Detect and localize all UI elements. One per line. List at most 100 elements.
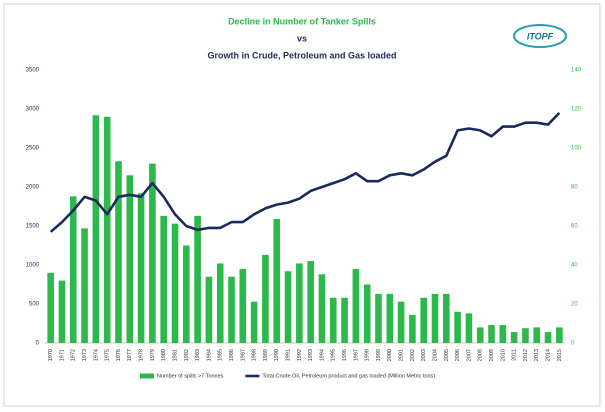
x-tick-label: 1975 bbox=[105, 349, 111, 361]
bar bbox=[273, 218, 281, 343]
bar bbox=[81, 228, 88, 343]
x-tick-label: 2015 bbox=[557, 349, 563, 361]
bar bbox=[160, 215, 167, 343]
x-tick-label: 1998 bbox=[365, 349, 371, 361]
y-tick-label: 3000 bbox=[26, 107, 40, 113]
bar bbox=[465, 313, 473, 343]
x-tick-label: 1989 bbox=[263, 349, 269, 361]
bar bbox=[92, 115, 100, 344]
x-tick-label: 2011 bbox=[512, 349, 518, 361]
x-tick-label: 1984 bbox=[206, 349, 212, 361]
y-tick-label: 500 bbox=[29, 302, 40, 308]
bar bbox=[307, 261, 314, 343]
bar bbox=[149, 163, 156, 343]
bar bbox=[510, 332, 518, 343]
x-tick-label: 2007 bbox=[466, 349, 472, 361]
x-tick-label: 1973 bbox=[82, 349, 88, 361]
bar bbox=[137, 193, 145, 343]
x-tick-label: 2004 bbox=[432, 349, 438, 361]
bar bbox=[544, 332, 552, 343]
bar bbox=[126, 175, 134, 343]
y2-tick-label: 60 bbox=[571, 224, 578, 230]
x-tick-label: 1986 bbox=[229, 349, 235, 361]
title-line: Decline in Number of Tanker Spills bbox=[228, 16, 376, 26]
x-tick-label: 1996 bbox=[342, 349, 348, 361]
bar bbox=[250, 301, 258, 343]
bar bbox=[47, 272, 54, 343]
x-tick-label: 1976 bbox=[116, 349, 122, 361]
x-tick-label: 1979 bbox=[150, 349, 156, 361]
bar bbox=[69, 196, 77, 343]
y-tick-label: 1000 bbox=[26, 263, 40, 269]
bar bbox=[443, 293, 450, 343]
bar bbox=[183, 245, 190, 343]
logo: ITOPF bbox=[513, 24, 567, 48]
x-tick-label: 1985 bbox=[218, 349, 224, 361]
x-tick-label: 1981 bbox=[172, 349, 178, 361]
x-tick-label: 2005 bbox=[444, 349, 450, 361]
bar bbox=[171, 223, 179, 343]
bar bbox=[397, 301, 405, 343]
bar bbox=[522, 328, 529, 343]
bar bbox=[262, 254, 269, 343]
bar bbox=[409, 314, 416, 343]
logo-text: ITOPF bbox=[527, 31, 554, 41]
x-tick-label: 1995 bbox=[331, 349, 337, 361]
bar bbox=[115, 161, 122, 343]
x-tick-label: 1994 bbox=[319, 349, 325, 361]
bar bbox=[205, 276, 213, 343]
bar bbox=[194, 215, 201, 343]
bar bbox=[533, 327, 541, 343]
bar bbox=[216, 263, 224, 343]
y2-tick-label: 80 bbox=[571, 185, 578, 191]
y-tick-label: 2500 bbox=[26, 146, 40, 152]
y2-tick-label: 140 bbox=[571, 68, 582, 74]
title-line: vs bbox=[297, 33, 307, 43]
x-tick-label: 1983 bbox=[195, 349, 201, 361]
y-tick-label: 1500 bbox=[26, 224, 40, 230]
x-tick-label: 1971 bbox=[59, 349, 65, 361]
y2-tick-label: 0 bbox=[571, 341, 575, 347]
bar bbox=[363, 284, 371, 343]
y2-tick-label: 20 bbox=[571, 302, 578, 308]
y-tick-label: 2000 bbox=[26, 185, 40, 191]
bar bbox=[386, 293, 394, 343]
x-tick-label: 1997 bbox=[353, 349, 359, 361]
x-tick-label: 2009 bbox=[489, 349, 495, 361]
x-tick-label: 1974 bbox=[93, 349, 99, 361]
x-tick-label: 2014 bbox=[545, 349, 551, 361]
x-tick-label: 1978 bbox=[139, 349, 145, 361]
x-tick-label: 1993 bbox=[308, 349, 314, 361]
line bbox=[49, 111, 561, 233]
y2-tick-label: 40 bbox=[571, 263, 578, 269]
x-tick-label: 1987 bbox=[240, 349, 246, 361]
x-tick-label: 1999 bbox=[376, 349, 382, 361]
bar bbox=[488, 325, 495, 343]
legend-label: Number of spills >7 Tonnes bbox=[157, 373, 224, 379]
bar bbox=[454, 311, 461, 343]
x-tick-label: 2010 bbox=[500, 349, 506, 361]
x-tick-label: 2003 bbox=[421, 349, 427, 361]
x-tick-label: 2006 bbox=[455, 349, 461, 361]
y2-tick-label: 100 bbox=[571, 146, 582, 152]
y-tick-label: 3500 bbox=[26, 68, 40, 74]
bar bbox=[58, 280, 66, 343]
x-tick-label: 1988 bbox=[252, 349, 258, 361]
logo-ring bbox=[513, 24, 567, 48]
bar bbox=[228, 276, 235, 343]
x-tick-label: 1982 bbox=[184, 349, 190, 361]
x-tick-label: 2002 bbox=[410, 349, 416, 361]
bar bbox=[431, 293, 439, 343]
title-line: Growth in Crude, Petroleum and Gas loade… bbox=[207, 50, 396, 60]
y-tick-label: 0 bbox=[36, 341, 40, 347]
bar bbox=[476, 327, 484, 343]
bar bbox=[103, 116, 111, 343]
y2-tick-label: 120 bbox=[571, 107, 582, 113]
x-tick-label: 2008 bbox=[478, 349, 484, 361]
x-tick-label: 1970 bbox=[48, 349, 54, 361]
x-tick-label: 2001 bbox=[399, 349, 405, 361]
x-tick-label: 1991 bbox=[285, 349, 291, 361]
bar bbox=[420, 297, 427, 343]
